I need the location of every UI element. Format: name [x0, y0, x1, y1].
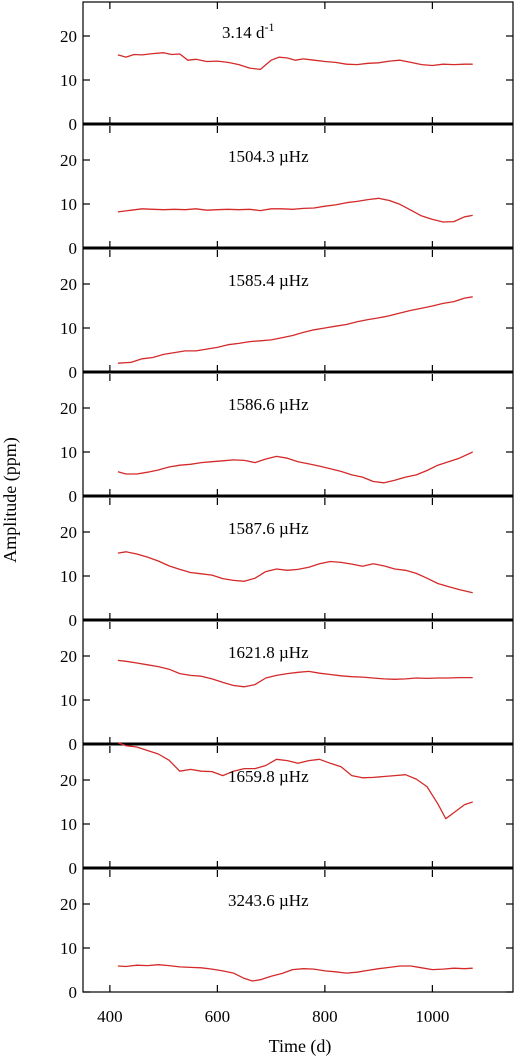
panel-4-ytick-label: 0	[69, 487, 78, 506]
x-axis: 400 600 800 1000	[97, 1007, 449, 1026]
panel-6: 0 10 20 1621.8 µHz	[60, 622, 513, 754]
plot-frame	[82, 1, 514, 993]
panel-1: 0 10 20 3.14 d-1	[60, 2, 513, 134]
panel-6-ytick-label: 0	[69, 735, 78, 754]
panel-7-ytick-label: 0	[69, 859, 78, 878]
panel-2-ytick-label: 20	[60, 151, 77, 170]
panel-5-ytick-label: 0	[69, 611, 78, 630]
panel-5-series-line	[117, 551, 473, 594]
panel-7: 0 10 20 1659.8 µHz	[60, 741, 513, 878]
panel-1-label-superscript: -1	[265, 20, 275, 34]
panel-7-ytick-label: 20	[60, 771, 77, 790]
panel-5-ytick-label: 10	[60, 567, 77, 586]
xtick-label: 1000	[415, 1007, 449, 1026]
panel-5: 0 10 20 1587.6 µHz	[60, 498, 513, 630]
panel-4-label: 1586.6 µHz	[228, 395, 309, 414]
panel-2: 0 10 20 1504.3 µHz	[60, 126, 513, 258]
xtick-label: 600	[205, 1007, 231, 1026]
panel-6-series-line	[117, 659, 473, 688]
panel-3-ytick-label: 0	[69, 363, 78, 382]
panel-7-ytick-label: 10	[60, 815, 77, 834]
panel-4: 0 10 20 1586.6 µHz	[60, 374, 513, 506]
panel-6-ytick-label: 20	[60, 647, 77, 666]
panel-5-label: 1587.6 µHz	[228, 519, 309, 538]
panel-3-ytick-label: 20	[60, 275, 77, 294]
panel-6-ytick-label: 10	[60, 691, 77, 710]
panel-2-ytick-label: 0	[69, 239, 78, 258]
panel-3-series-line	[117, 296, 473, 364]
panel-1-series-line	[117, 52, 473, 71]
panel-1-ytick-label: 10	[60, 71, 77, 90]
panel-8-ytick-label: 20	[60, 895, 77, 914]
xtick-label: 800	[312, 1007, 338, 1026]
panel-8-ytick-label: 0	[69, 983, 78, 1002]
panel-5-ytick-label: 20	[60, 523, 77, 542]
panel-8-label: 3243.6 µHz	[228, 891, 309, 910]
y-axis-label: Amplitude (ppm)	[0, 437, 21, 562]
panel-3-label: 1585.4 µHz	[228, 271, 309, 290]
panel-3-ytick-label: 10	[60, 319, 77, 338]
panel-7-series-line	[117, 741, 473, 820]
panel-6-label: 1621.8 µHz	[228, 643, 309, 662]
panel-4-ytick-label: 10	[60, 443, 77, 462]
xtick-label: 400	[97, 1007, 123, 1026]
panel-4-series-line	[117, 451, 473, 484]
panel-1-ytick-label: 20	[60, 27, 77, 46]
panel-2-ytick-label: 10	[60, 195, 77, 214]
panels-layer: 0 10 20 3.14 d-1 0 10 20 1504.3 µHz 0 10 20 1585.4 …	[60, 1, 514, 1002]
panel-8-ytick-label: 10	[60, 939, 77, 958]
panel-1-ytick-label: 0	[69, 115, 78, 134]
panel-8-series-line	[117, 964, 473, 982]
panel-2-series-line	[117, 197, 473, 223]
panel-8: 0 10 20 3243.6 µHz	[60, 870, 513, 1002]
panel-4-ytick-label: 20	[60, 399, 77, 418]
panel-2-label: 1504.3 µHz	[228, 147, 309, 166]
x-axis-label: Time (d)	[269, 1036, 332, 1057]
panel-7-label: 1659.8 µHz	[228, 767, 309, 786]
panel-3: 0 10 20 1585.4 µHz	[60, 250, 513, 382]
panel-1-label: 3.14 d-1	[222, 20, 275, 42]
